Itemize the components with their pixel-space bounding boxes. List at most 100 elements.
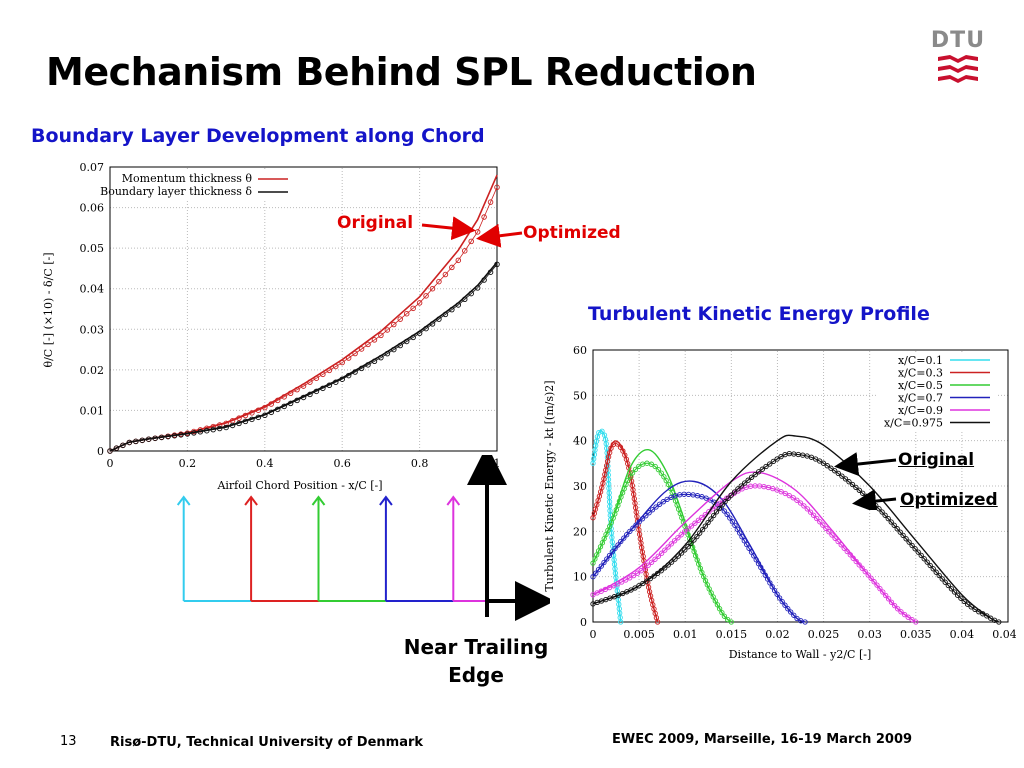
series-marker bbox=[120, 442, 126, 449]
tke-optimized-marker bbox=[758, 564, 764, 571]
series-marker bbox=[307, 391, 313, 398]
series-marker bbox=[384, 327, 391, 333]
tke-optimized-marker bbox=[835, 538, 841, 545]
tke-optimized-marker bbox=[753, 557, 759, 563]
boundary-layer-ylabel: θ/C [-] (×10) - δ/C [-] bbox=[42, 252, 55, 367]
tke-optimized-marker bbox=[939, 576, 945, 582]
tke-legend-label: x/C=0.975 bbox=[884, 417, 943, 430]
page-number: 13 bbox=[60, 734, 77, 749]
tke-legend: x/C=0.1x/C=0.3x/C=0.5x/C=0.7x/C=0.9x/C=0… bbox=[884, 354, 990, 430]
tke-optimized-marker bbox=[647, 575, 653, 582]
tke-optimized-marker bbox=[602, 586, 608, 593]
tke-optimized-marker bbox=[802, 619, 808, 625]
series-marker bbox=[255, 414, 262, 421]
tke-optimized-marker bbox=[790, 495, 796, 501]
tke-optimized-marker bbox=[636, 583, 642, 589]
boundary-layer-xlabel: Airfoil Chord Position - x/C [-] bbox=[216, 479, 382, 492]
callout-original-right: Original bbox=[898, 450, 975, 470]
tke-optimized-marker bbox=[725, 495, 731, 501]
arrow-optimized-right bbox=[852, 489, 897, 510]
tke-optimized-marker bbox=[652, 556, 658, 562]
series-marker bbox=[268, 401, 274, 407]
tke-optimized-marker bbox=[847, 552, 853, 558]
series-marker bbox=[262, 404, 268, 411]
tke-optimized-marker bbox=[909, 616, 915, 623]
tke-optimized-marker bbox=[706, 586, 712, 592]
tke-optimized-marker bbox=[930, 566, 936, 572]
tke-optimized-marker bbox=[850, 555, 856, 561]
tke-optimized-marker bbox=[678, 532, 684, 538]
series-marker bbox=[326, 382, 333, 389]
footer-organization: Risø-DTU, Technical University of Denmar… bbox=[110, 735, 424, 750]
tke-optimized-marker bbox=[735, 486, 741, 492]
tke-optimized-marker bbox=[627, 473, 633, 480]
series-marker bbox=[494, 261, 500, 268]
tke-legend-label: x/C=0.3 bbox=[898, 367, 943, 380]
tke-optimized-marker bbox=[774, 456, 780, 462]
tke-optimized-marker bbox=[721, 613, 728, 619]
tke-optimized-marker bbox=[801, 503, 807, 509]
tke-optimized-marker bbox=[829, 532, 835, 538]
x-tick-label: 0.2 bbox=[179, 457, 197, 470]
tke-optimized-marker bbox=[951, 589, 958, 595]
tke-optimized-marker bbox=[755, 560, 762, 567]
tke-optimized-marker bbox=[771, 587, 778, 594]
tke-optimized-marker bbox=[915, 549, 921, 555]
tke-optimized-marker bbox=[984, 613, 990, 619]
tke-optimized-marker bbox=[751, 553, 757, 559]
tke-optimized-marker bbox=[665, 481, 672, 488]
tke-optimized-marker bbox=[691, 537, 697, 543]
tke-optimized-marker bbox=[814, 515, 820, 522]
tke-optimized-marker bbox=[756, 469, 762, 475]
series-marker bbox=[113, 445, 120, 451]
tke-optimized-marker bbox=[746, 545, 752, 551]
series-marker bbox=[294, 386, 300, 393]
x-tick-label: 0.8 bbox=[411, 457, 429, 470]
series-marker bbox=[391, 346, 397, 353]
tke-optimized-marker bbox=[590, 592, 596, 598]
tke-optimized-marker bbox=[608, 445, 614, 451]
tke-optimized-marker bbox=[688, 523, 695, 529]
series-marker bbox=[449, 264, 455, 271]
tke-optimized-marker bbox=[767, 580, 773, 586]
tke-optimized-marker bbox=[593, 570, 599, 576]
y-tick-label: 40 bbox=[573, 435, 587, 448]
x-tick-label: 0.4 bbox=[256, 457, 274, 470]
tke-optimized-marker bbox=[731, 489, 738, 495]
tke-optimized-marker bbox=[627, 528, 633, 535]
tke-optimized-marker bbox=[703, 495, 709, 501]
tke-optimized-marker bbox=[658, 568, 664, 574]
y-tick-label: 0.04 bbox=[80, 283, 105, 296]
tke-optimized-marker bbox=[909, 542, 915, 549]
tke-optimized-marker bbox=[655, 466, 662, 473]
station-lines bbox=[176, 495, 487, 602]
tke-optimized-marker bbox=[885, 515, 891, 522]
tke-optimized-marker bbox=[964, 601, 971, 607]
tke-optimized-marker bbox=[636, 463, 642, 470]
series-marker bbox=[410, 334, 416, 341]
tke-optimized-marker bbox=[595, 566, 602, 573]
series-marker bbox=[371, 337, 378, 343]
tke-optimized-marker bbox=[636, 519, 642, 525]
tke-legend-label: x/C=0.5 bbox=[898, 379, 943, 392]
tke-optimized-marker bbox=[748, 474, 755, 480]
series-marker bbox=[416, 300, 423, 306]
tke-optimized-marker bbox=[603, 531, 609, 538]
tke-optimized-marker bbox=[699, 526, 706, 533]
boundary-layer-plot-frame bbox=[109, 166, 498, 452]
x-tick-label: 0.015 bbox=[716, 628, 748, 641]
dtu-logo-mark bbox=[938, 55, 978, 83]
tke-legend-label: x/C=0.1 bbox=[898, 354, 943, 367]
tke-optimized-marker bbox=[797, 500, 804, 506]
tke-optimized-marker bbox=[634, 570, 641, 576]
y-tick-label: 10 bbox=[573, 571, 587, 584]
tke-optimized-marker bbox=[895, 606, 901, 612]
tke-optimized-marker bbox=[862, 568, 868, 575]
tke-optimized-marker bbox=[741, 538, 747, 544]
boundary-layer-series bbox=[107, 174, 500, 454]
tke-optimized-marker bbox=[948, 586, 955, 592]
series-marker bbox=[494, 184, 500, 191]
subtitle-boundary-layer: Boundary Layer Development along Chord bbox=[31, 125, 485, 147]
tke-optimized-marker bbox=[617, 444, 624, 450]
tke-optimized-marker bbox=[658, 470, 664, 476]
